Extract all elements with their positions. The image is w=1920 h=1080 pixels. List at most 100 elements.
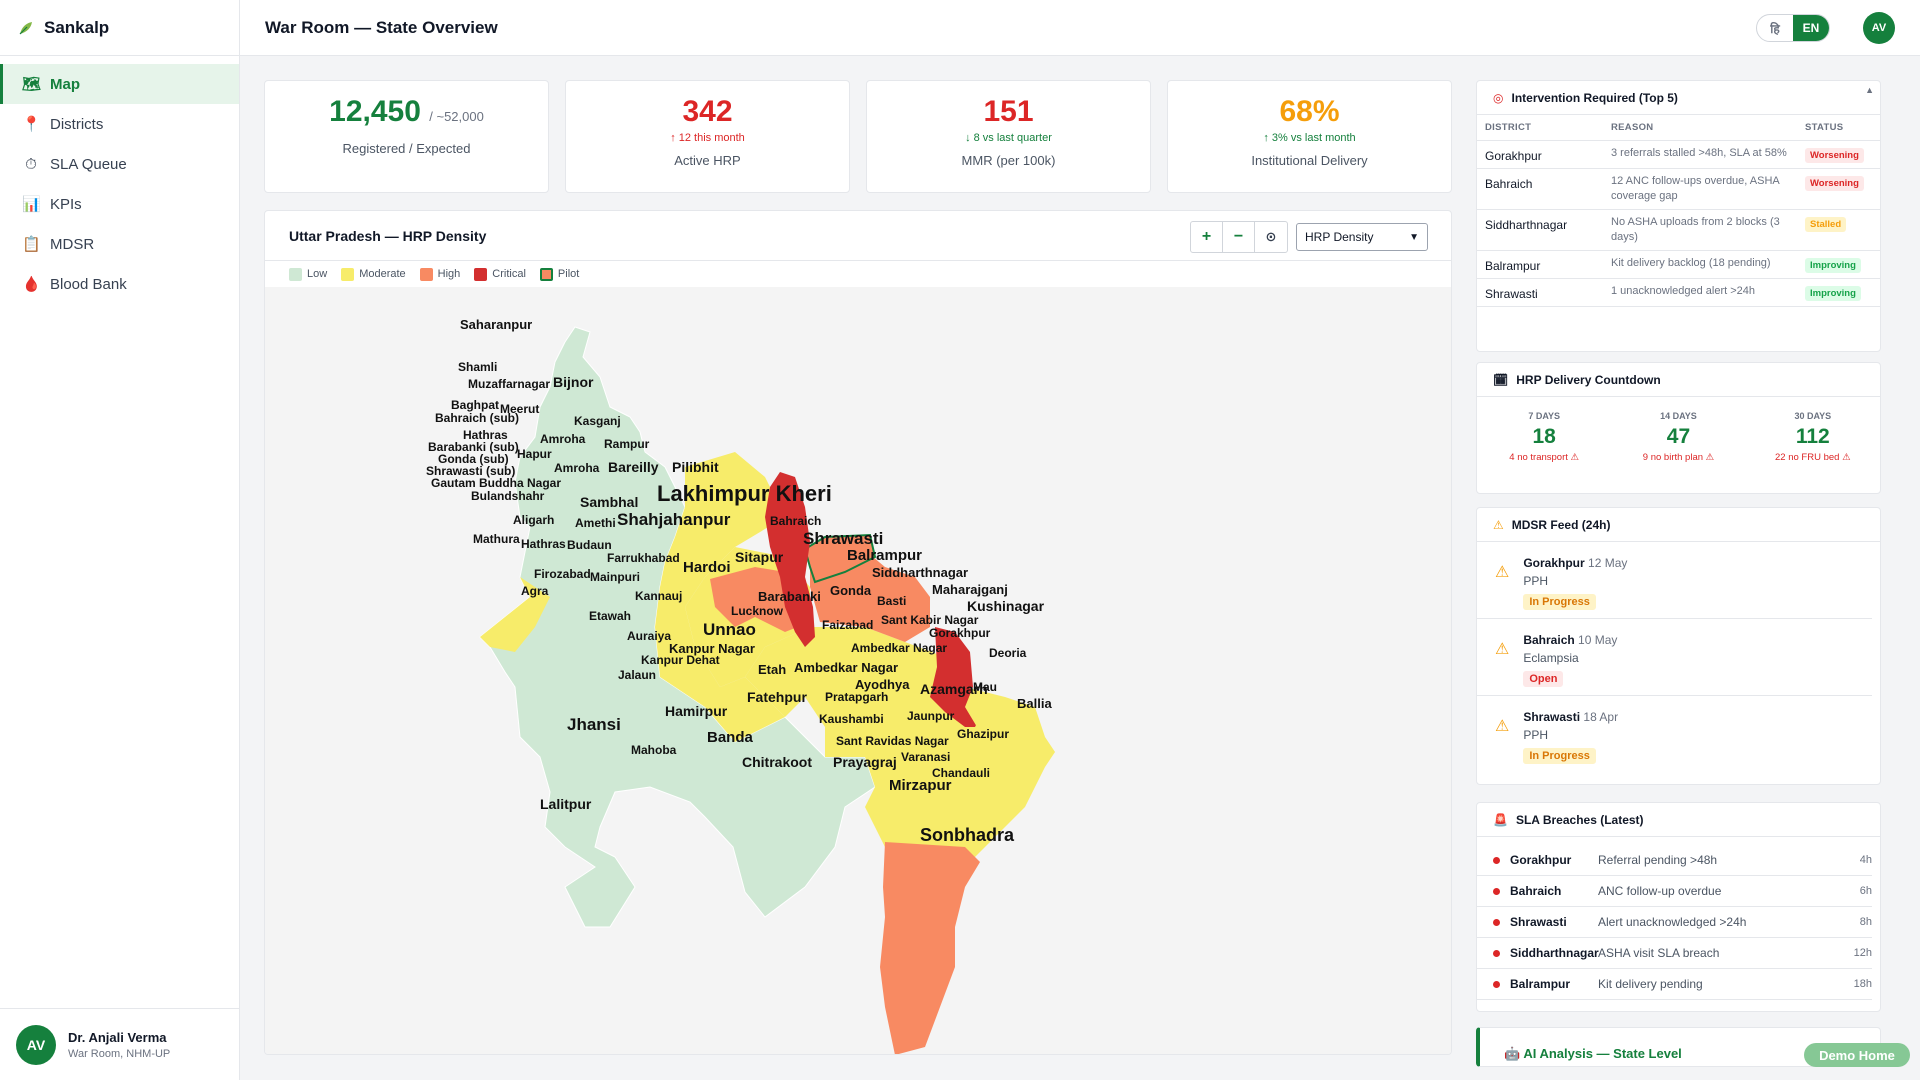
sla-text: ASHA visit SLA breach	[1598, 946, 1720, 960]
table-row[interactable]: Gorakhpur 3 referrals stalled >48h, SLA …	[1477, 140, 1880, 169]
mdsr-district: Shrawasti	[1523, 710, 1581, 724]
map-label: Farrukhabad	[607, 551, 680, 565]
sidebar-item-districts[interactable]: 📍 Districts	[0, 104, 239, 144]
table-row[interactable]: Shrawasti 1 unacknowledged alert >24h Im…	[1477, 278, 1880, 307]
map-label: Azamgarh	[920, 681, 988, 697]
list-item[interactable]: Bahraich ANC follow-up overdue 6h	[1477, 876, 1872, 907]
map-label: Kaushambi	[819, 712, 884, 726]
region-moderate-west	[480, 577, 550, 652]
zoom-controls: + − ⊙	[1190, 221, 1288, 253]
map-label: Hapur	[517, 447, 552, 461]
zoom-in-button[interactable]: +	[1191, 222, 1223, 252]
countdown-row: 7 DAYS 18 4 no transport ⚠ 14 DAYS 47 9 …	[1477, 397, 1880, 463]
lang-hindi-button[interactable]: हि	[1770, 21, 1780, 36]
sidebar-item-mdsr[interactable]: 📋 MDSR	[0, 224, 239, 264]
user-role: War Room, NHM-UP	[68, 1047, 171, 1060]
sidebar-item-label: Districts	[50, 115, 104, 133]
sla-district: Bahraich	[1510, 884, 1562, 898]
legend-swatch	[474, 267, 488, 281]
map-label: Mahoba	[631, 743, 677, 757]
card-title: Intervention Required (Top 5)	[1511, 90, 1678, 105]
map-label: Ghazipur	[957, 727, 1010, 741]
user-name: Dr. Anjali Verma	[68, 1029, 167, 1045]
map-label: Saharanpur	[460, 317, 533, 332]
reset-view-button[interactable]: ⊙	[1265, 229, 1277, 244]
scroll-up-icon[interactable]: ▲	[1865, 85, 1874, 95]
sidebar-item-label: MDSR	[50, 235, 95, 253]
language-toggle[interactable]: हि EN	[1756, 14, 1830, 42]
kpi-expected-value: / ~52,000	[429, 109, 484, 124]
user-profile[interactable]: AV Dr. Anjali Verma War Room, NHM-UP	[0, 1008, 239, 1080]
map-label: Jalaun	[618, 668, 657, 682]
mdsr-district: Gorakhpur	[1523, 556, 1585, 570]
map-label: Gorakhpur	[929, 626, 991, 640]
map-label: Pilibhit	[672, 459, 719, 475]
list-item[interactable]: ⚠ Shrawasti 18 Apr PPH In Progress	[1477, 696, 1872, 772]
warning-icon: ⚠	[1493, 517, 1504, 532]
target-icon: ◎	[1493, 90, 1504, 105]
district-cell: Bahraich	[1477, 168, 1603, 210]
list-item[interactable]: Balrampur Kit delivery pending 18h	[1477, 969, 1872, 1000]
map-label: Hathras	[521, 537, 566, 551]
demo-home-button[interactable]: Demo Home	[1804, 1043, 1910, 1067]
alarm-icon: 🚨	[1493, 812, 1508, 827]
choropleth-map[interactable]: Saharanpur Shamli Muzaffarnagar Bijnor B…	[265, 287, 1452, 1055]
zoom-out-button[interactable]: −	[1223, 222, 1255, 252]
sidebar-item-sla-queue[interactable]: ⏱ SLA Queue	[0, 144, 239, 184]
avatar[interactable]: AV	[1863, 12, 1895, 44]
brand[interactable]: Sankalp	[0, 0, 239, 56]
countdown-label: 30 DAYS	[1794, 411, 1832, 421]
map-label: Amethi	[575, 516, 616, 530]
map-label: Kanpur Dehat	[641, 653, 720, 667]
uttar-pradesh-map[interactable]	[265, 287, 1452, 1055]
countdown-30-days[interactable]: 30 DAYS 112 22 no FRU bed ⚠	[1753, 411, 1873, 463]
list-item[interactable]: ⚠ Bahraich 10 May Eclampsia Open	[1477, 619, 1872, 696]
legend-swatch	[289, 267, 302, 281]
mdsr-type: Eclampsia	[1523, 651, 1579, 665]
table-row[interactable]: Siddharthnagar No ASHA uploads from 2 bl…	[1477, 209, 1880, 251]
kpi-label: Registered / Expected	[342, 141, 471, 156]
region-critical-bahraich	[765, 472, 815, 647]
table-row[interactable]: Bahraich 12 ANC follow-ups overdue, ASHA…	[1477, 168, 1880, 210]
table-row[interactable]: Balrampur Kit delivery backlog (18 pendi…	[1477, 250, 1880, 279]
sla-age: 18h	[1853, 978, 1872, 990]
sidebar-item-label: KPIs	[50, 195, 82, 213]
map-label: Lalitpur	[540, 796, 592, 812]
status-badge: Open	[1523, 671, 1564, 687]
map-label: Mainpuri	[590, 570, 640, 584]
column-header: DISTRICT	[1477, 115, 1603, 141]
intervention-card: ◎ Intervention Required (Top 5) ▲ DISTRI…	[1476, 80, 1881, 352]
countdown-7-days[interactable]: 7 DAYS 18 4 no transport ⚠	[1484, 411, 1604, 463]
reason-cell: Kit delivery backlog (18 pending)	[1603, 250, 1797, 279]
map-label: Pratapgarh	[825, 690, 889, 704]
sla-district: Balrampur	[1510, 977, 1571, 991]
status-dot	[1493, 980, 1500, 988]
lang-english-button[interactable]: EN	[1793, 15, 1829, 41]
map-label: Shahjahanpur	[617, 510, 731, 529]
list-item[interactable]: Gorakhpur Referral pending >48h 4h	[1477, 845, 1872, 876]
kpi-value: 151	[983, 95, 1034, 128]
region-pilot-balrampur	[803, 533, 877, 584]
region-critical-gorakhpur	[930, 627, 977, 727]
countdown-14-days[interactable]: 14 DAYS 47 9 no birth plan ⚠	[1618, 411, 1738, 463]
clipboard-icon: 📋	[22, 236, 41, 253]
sidebar-item-blood-bank[interactable]: 🩸 Blood Bank	[0, 264, 239, 304]
map-icon: 🗺	[22, 76, 42, 93]
list-item[interactable]: Shrawasti Alert unacknowledged >24h 8h	[1477, 907, 1872, 938]
warning-icon: ⚠	[1495, 718, 1510, 735]
sidebar-item-kpis[interactable]: 📊 KPIs	[0, 184, 239, 224]
intervention-table: DISTRICT REASON STATUS Gorakhpur 3 refer…	[1477, 115, 1880, 307]
list-item[interactable]: Siddharthnagar ASHA visit SLA breach 12h	[1477, 938, 1872, 969]
map-label: Bareilly	[608, 459, 659, 475]
card-header: ⚠ MDSR Feed (24h)	[1477, 508, 1880, 542]
kpi-card-mmr: 151 ↓ 8 vs last quarter MMR (per 100k)	[866, 80, 1151, 193]
map-label: Meerut	[500, 402, 540, 416]
legend-pilot: Pilot	[539, 267, 579, 281]
map-label: Faizabad	[822, 618, 874, 632]
sidebar-item-map[interactable]: 🗺 Map	[0, 64, 239, 104]
sla-district: Siddharthnagar	[1510, 946, 1599, 960]
list-item[interactable]: ⚠ Gorakhpur 12 May PPH In Progress	[1477, 542, 1872, 619]
region-moderate-center	[655, 452, 785, 742]
layer-select[interactable]: HRP Density ▼	[1296, 223, 1428, 251]
map-label: Chandauli	[932, 766, 991, 780]
